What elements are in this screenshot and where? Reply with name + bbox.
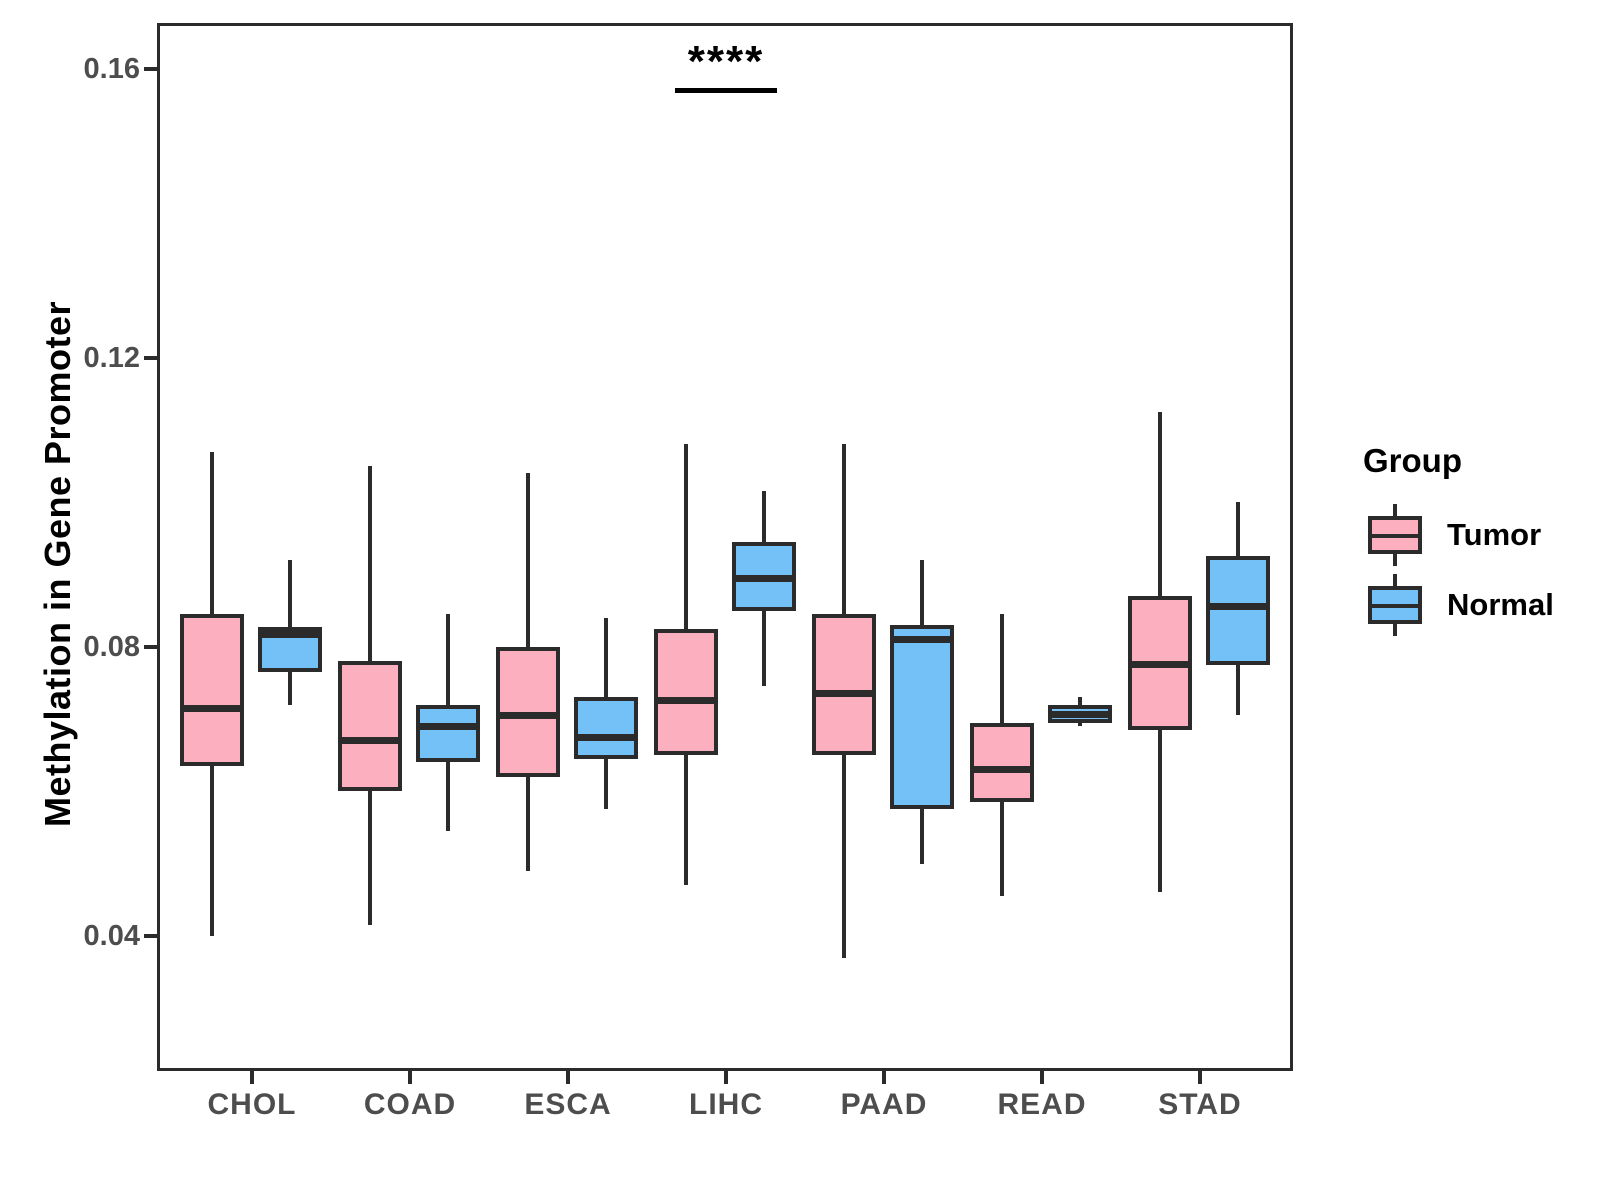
median-normal-paad: [890, 636, 954, 643]
x-axis-tick: [1040, 1071, 1044, 1084]
y-axis-title: Methylation in Gene Promoter: [37, 300, 78, 828]
legend-boxplot-glyph-tumor: [1368, 502, 1422, 568]
legend-entry-normal: Normal: [1340, 572, 1590, 638]
y-axis-tick-label: 0.12: [83, 341, 140, 374]
y-axis-tick-label: 0.08: [83, 630, 140, 663]
legend-boxplot-glyph-normal: [1368, 572, 1422, 638]
box-normal-esca: [574, 697, 638, 759]
legend-entry-tumor: Tumor: [1340, 502, 1590, 568]
box-tumor-paad: [812, 614, 876, 756]
box-tumor-coad: [338, 661, 402, 792]
median-tumor-esca: [496, 711, 560, 719]
x-axis-tick-label: COAD: [363, 1088, 457, 1121]
x-axis-tick: [566, 1071, 570, 1084]
legend-glyph-median: [1372, 604, 1418, 608]
legend-glyph-box-tumor: [1368, 516, 1422, 554]
legend-label-normal: Normal: [1447, 587, 1554, 622]
median-tumor-stad: [1128, 661, 1192, 669]
y-axis-tick: [144, 933, 157, 938]
y-axis-tick: [144, 355, 157, 360]
box-tumor-chol: [180, 614, 244, 766]
median-tumor-read: [970, 766, 1034, 774]
x-axis-tick-label: CHOL: [207, 1088, 297, 1121]
median-tumor-lihc: [654, 697, 718, 705]
legend-label-tumor: Tumor: [1447, 517, 1542, 552]
median-tumor-paad: [812, 690, 876, 698]
x-axis-tick-label: PAAD: [840, 1088, 928, 1121]
significance-stars: ****: [687, 37, 765, 87]
median-normal-read: [1048, 711, 1112, 719]
box-normal-paad: [890, 625, 954, 810]
x-axis-tick: [250, 1071, 254, 1084]
y-axis-tick-label: 0.16: [83, 52, 140, 85]
median-tumor-coad: [338, 737, 402, 745]
legend: Group Tumor Normal: [1340, 440, 1590, 660]
x-axis-tick: [1198, 1071, 1202, 1084]
x-axis-tick-label: STAD: [1158, 1088, 1242, 1121]
legend-glyph-median: [1372, 534, 1418, 538]
legend-glyph-box-normal: [1368, 586, 1422, 624]
box-tumor-read: [970, 722, 1034, 803]
y-axis-tick: [144, 66, 157, 71]
median-normal-chol: [258, 630, 322, 638]
x-axis-tick-label: READ: [997, 1088, 1087, 1121]
x-axis-tick-label: LIHC: [689, 1088, 763, 1121]
significance-bracket: [675, 87, 777, 93]
median-normal-lihc: [732, 574, 796, 582]
legend-title: Group: [1363, 442, 1462, 479]
y-axis-tick: [144, 644, 157, 649]
x-axis-tick-label: ESCA: [524, 1088, 612, 1121]
x-axis-tick: [724, 1071, 728, 1084]
y-axis-tick-label: 0.04: [83, 919, 140, 952]
median-normal-stad: [1206, 603, 1270, 611]
median-tumor-chol: [180, 704, 244, 712]
x-axis-tick: [408, 1071, 412, 1084]
median-normal-esca: [574, 733, 638, 741]
median-normal-coad: [416, 722, 480, 730]
box-normal-stad: [1206, 556, 1270, 665]
box-tumor-lihc: [654, 628, 718, 756]
plot-panel: [157, 23, 1293, 1071]
x-axis-tick: [882, 1071, 886, 1084]
box-tumor-esca: [496, 646, 560, 777]
box-normal-coad: [416, 704, 480, 763]
